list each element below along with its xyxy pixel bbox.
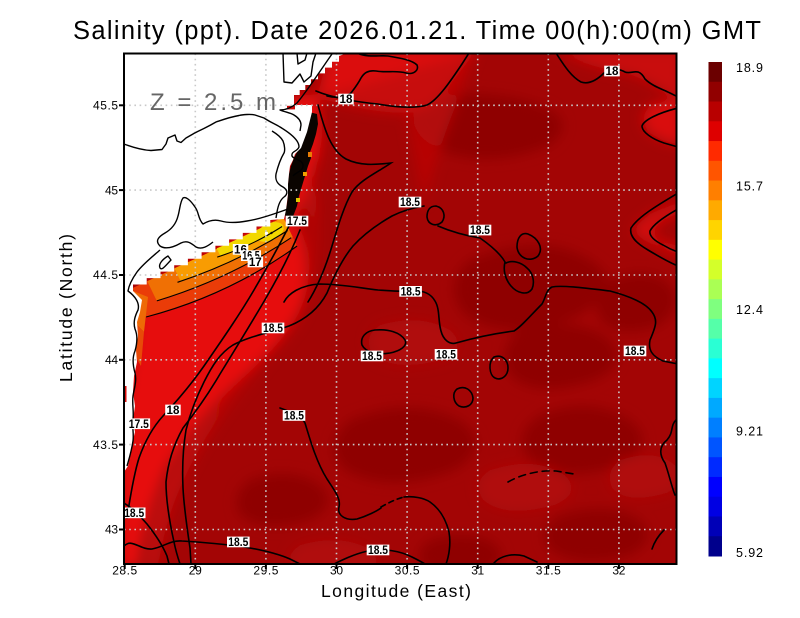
svg-text:9.21: 9.21 xyxy=(736,424,763,438)
svg-text:18.5: 18.5 xyxy=(400,197,421,209)
svg-text:31: 31 xyxy=(471,564,484,578)
svg-text:18: 18 xyxy=(340,94,354,106)
svg-text:17: 17 xyxy=(249,257,262,269)
svg-text:32: 32 xyxy=(612,564,625,578)
svg-text:18.5: 18.5 xyxy=(470,225,491,237)
svg-text:18.5: 18.5 xyxy=(362,351,383,363)
svg-text:18.5: 18.5 xyxy=(124,508,145,520)
svg-text:16: 16 xyxy=(234,244,247,256)
svg-text:18.5: 18.5 xyxy=(625,346,646,358)
svg-text:18: 18 xyxy=(167,405,181,417)
svg-text:Latitude (North): Latitude (North) xyxy=(56,234,76,382)
svg-text:18.5: 18.5 xyxy=(401,286,422,298)
svg-text:12.4: 12.4 xyxy=(736,303,763,317)
svg-text:Salinity (ppt). Date 2026.01.2: Salinity (ppt). Date 2026.01.21. Time 00… xyxy=(73,17,761,45)
svg-text:18: 18 xyxy=(606,66,620,78)
svg-text:28.5: 28.5 xyxy=(112,564,137,578)
svg-text:17.5: 17.5 xyxy=(287,216,308,228)
svg-text:44: 44 xyxy=(105,353,118,367)
svg-text:30.5: 30.5 xyxy=(395,564,420,578)
svg-text:30: 30 xyxy=(330,564,343,578)
svg-text:29: 29 xyxy=(189,564,202,578)
svg-text:18.5: 18.5 xyxy=(368,545,389,557)
svg-text:43.5: 43.5 xyxy=(93,438,118,452)
svg-text:18.5: 18.5 xyxy=(263,323,284,335)
svg-text:18.5: 18.5 xyxy=(284,411,305,423)
svg-text:45: 45 xyxy=(105,183,118,197)
svg-text:17.5: 17.5 xyxy=(129,419,150,431)
svg-text:18.5: 18.5 xyxy=(228,537,249,549)
svg-text:45.5: 45.5 xyxy=(93,99,118,113)
svg-text:29.5: 29.5 xyxy=(253,564,278,578)
svg-text:15.7: 15.7 xyxy=(736,179,763,193)
svg-text:18.9: 18.9 xyxy=(736,61,763,75)
svg-text:18.5: 18.5 xyxy=(436,349,457,361)
svg-text:5.92: 5.92 xyxy=(736,546,763,560)
svg-text:43: 43 xyxy=(105,523,118,537)
svg-text:44.5: 44.5 xyxy=(93,268,118,282)
svg-text:31.5: 31.5 xyxy=(536,564,561,578)
svg-text:Longitude (East): Longitude (East) xyxy=(321,581,471,601)
svg-text:Z = 2.5 m: Z = 2.5 m xyxy=(150,89,276,116)
